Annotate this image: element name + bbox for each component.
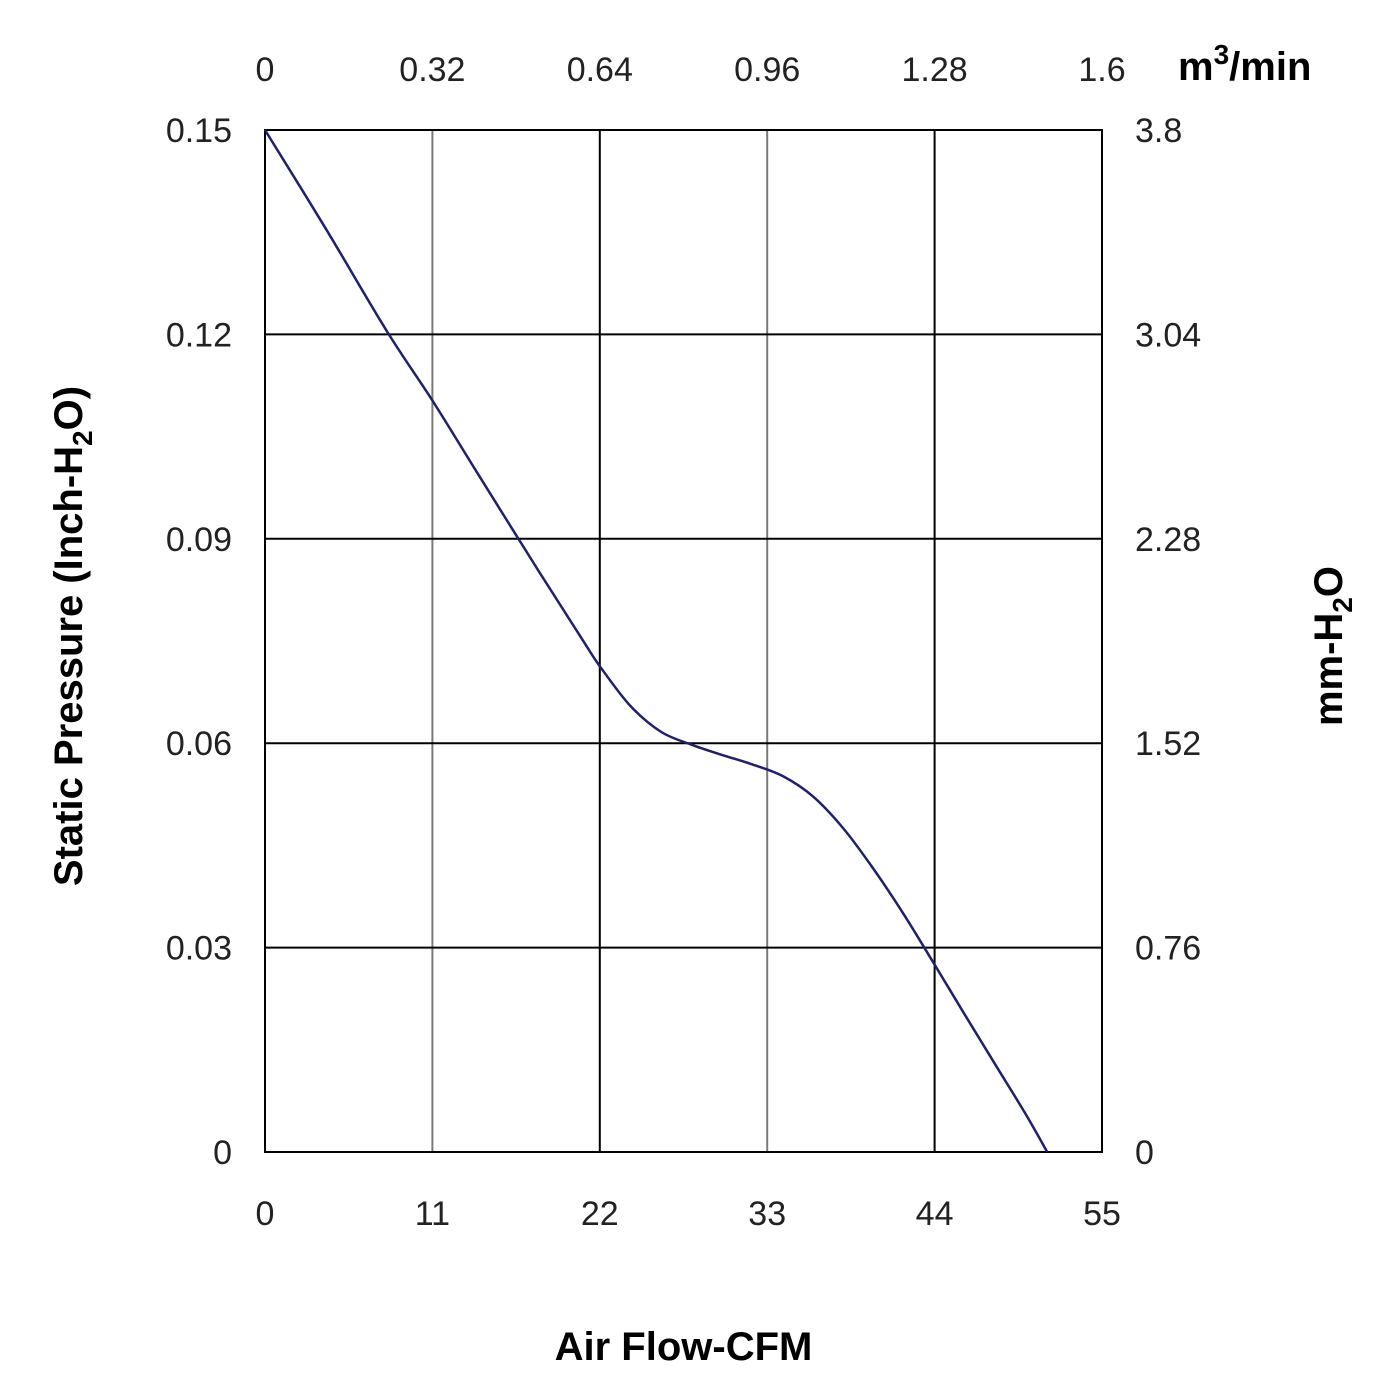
y-tick-label: 0.12 bbox=[166, 316, 232, 354]
y2-title-subscript: 2 bbox=[1327, 597, 1358, 613]
x2-tick-label: 0.32 bbox=[399, 51, 465, 89]
x-tick-label: 44 bbox=[916, 1195, 954, 1233]
x2-tick-label: 0 bbox=[256, 51, 275, 89]
y-tick-label: 0.06 bbox=[166, 725, 232, 763]
x2-tick-label: 0.64 bbox=[567, 51, 633, 89]
y-axis-title: Static Pressure (Inch-H2O) bbox=[47, 386, 98, 886]
y-tick-label: 0 bbox=[213, 1134, 232, 1172]
x2-unit-base: m bbox=[1178, 45, 1214, 89]
y-tick-label: 0.03 bbox=[166, 930, 232, 968]
x-tick-label: 11 bbox=[415, 1195, 450, 1233]
y2-title-rest: O bbox=[1307, 566, 1351, 597]
y-tick-label: 0.15 bbox=[166, 112, 232, 150]
y2-tick-label: 1.52 bbox=[1135, 725, 1201, 763]
y2-tick-label: 3.8 bbox=[1135, 112, 1182, 150]
y-title-rest: O) bbox=[47, 386, 91, 430]
x-axis-title: Air Flow-CFM bbox=[555, 1325, 813, 1369]
y2-tick-label: 2.28 bbox=[1135, 521, 1201, 559]
y2-tick-label: 0.76 bbox=[1135, 930, 1201, 968]
x2-tick-label: 1.28 bbox=[902, 51, 968, 89]
x2-unit-superscript: 3 bbox=[1214, 39, 1230, 70]
y2-axis-title: mm-H2O bbox=[1307, 566, 1358, 726]
grid-lines bbox=[265, 130, 1102, 1152]
x2-tick-label: 1.6 bbox=[1078, 51, 1125, 89]
y-tick-label: 0.09 bbox=[166, 521, 232, 559]
y2-tick-label: 0 bbox=[1135, 1134, 1154, 1172]
y2-tick-label: 3.04 bbox=[1135, 316, 1201, 354]
x-tick-label: 22 bbox=[581, 1195, 619, 1233]
x-tick-label: 55 bbox=[1083, 1195, 1121, 1233]
y-title-subscript: 2 bbox=[67, 430, 98, 446]
x2-unit-rest: /min bbox=[1229, 45, 1311, 89]
x2-axis-unit: m3/min bbox=[1178, 39, 1311, 89]
plot-frame bbox=[264, 129, 1103, 1153]
series-line-pq-curve bbox=[263, 129, 1049, 1153]
x-tick-label: 0 bbox=[256, 1195, 275, 1233]
x2-tick-label: 0.96 bbox=[734, 51, 800, 89]
tick-labels: 0 11 22 33 44 55 0 0.32 0.64 0.96 1.28 1.6 0 0.03 0.06… bbox=[166, 51, 1201, 1233]
y2-title-base: mm-H bbox=[1307, 613, 1351, 726]
y-title-base: Static Pressure (Inch-H bbox=[47, 446, 91, 886]
x-tick-label: 33 bbox=[748, 1195, 786, 1233]
